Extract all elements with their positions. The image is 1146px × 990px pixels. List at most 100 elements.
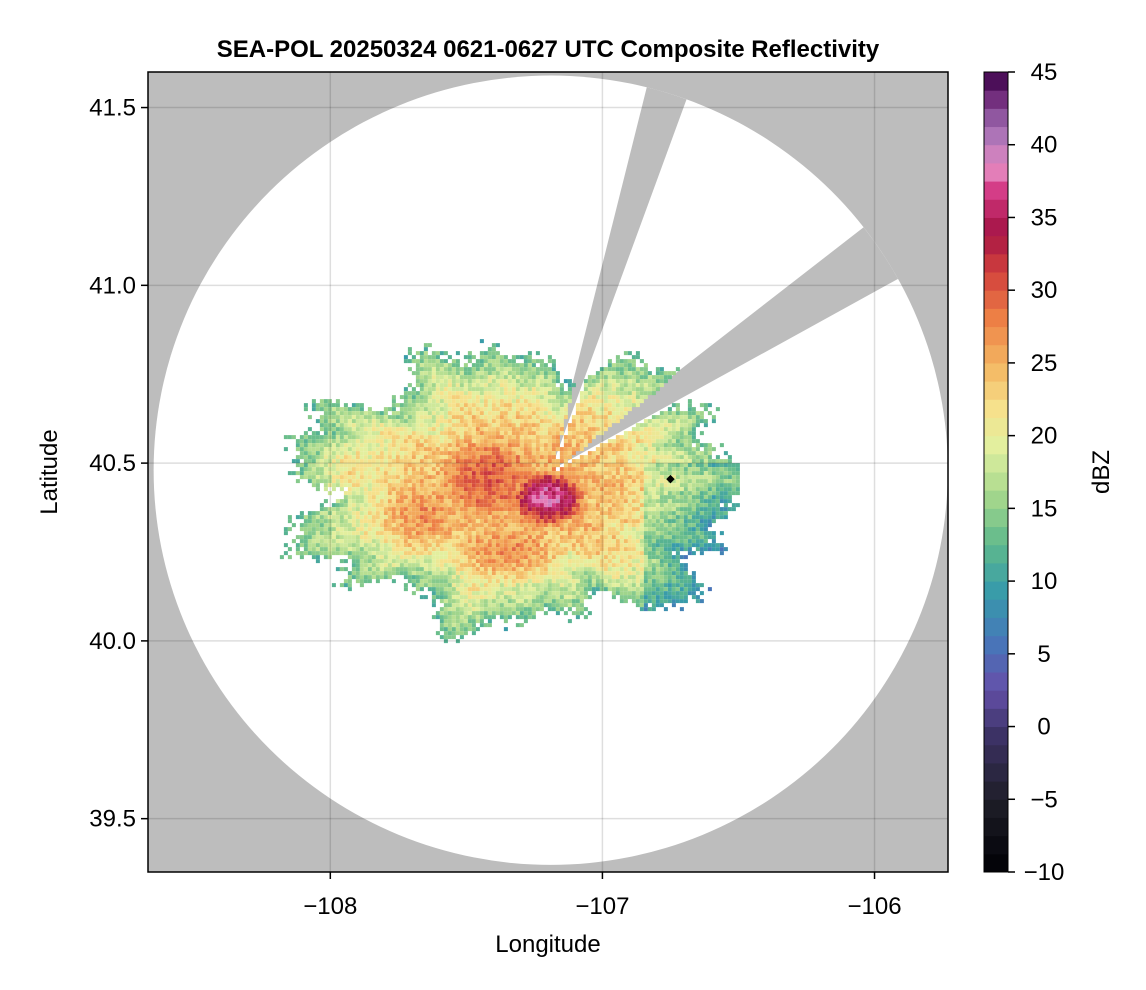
- reflectivity-cell: [555, 423, 560, 428]
- reflectivity-cell: [555, 539, 560, 544]
- reflectivity-cell: [367, 571, 372, 576]
- reflectivity-cell: [487, 519, 492, 524]
- reflectivity-cell: [359, 571, 364, 576]
- reflectivity-cell: [403, 411, 408, 416]
- reflectivity-cell: [679, 431, 684, 436]
- reflectivity-cell: [539, 391, 544, 396]
- reflectivity-cell: [303, 443, 308, 448]
- reflectivity-cell: [527, 483, 532, 488]
- reflectivity-cell: [499, 535, 504, 540]
- reflectivity-cell: [531, 491, 536, 496]
- reflectivity-cell: [619, 507, 624, 512]
- reflectivity-cell: [363, 515, 368, 520]
- reflectivity-cell: [303, 403, 308, 408]
- reflectivity-cell: [371, 411, 376, 416]
- reflectivity-cell: [591, 499, 596, 504]
- reflectivity-cell: [399, 531, 404, 536]
- reflectivity-cell: [563, 467, 568, 472]
- reflectivity-cell: [455, 467, 460, 472]
- reflectivity-cell: [631, 367, 636, 372]
- reflectivity-cell: [459, 531, 464, 536]
- reflectivity-cell: [567, 507, 572, 512]
- reflectivity-cell: [467, 439, 472, 444]
- reflectivity-cell: [343, 411, 348, 416]
- reflectivity-cell: [399, 487, 404, 492]
- reflectivity-cell: [407, 563, 412, 568]
- reflectivity-cell: [483, 535, 488, 540]
- reflectivity-cell: [719, 547, 724, 552]
- reflectivity-cell: [335, 515, 340, 520]
- reflectivity-cell: [603, 535, 608, 540]
- reflectivity-cell: [327, 427, 332, 432]
- reflectivity-cell: [647, 507, 652, 512]
- reflectivity-cell: [475, 455, 480, 460]
- reflectivity-cell: [515, 355, 520, 360]
- reflectivity-cell: [383, 535, 388, 540]
- reflectivity-cell: [511, 519, 516, 524]
- reflectivity-cell: [475, 471, 480, 476]
- reflectivity-cell: [623, 483, 628, 488]
- reflectivity-cell: [563, 443, 568, 448]
- reflectivity-cell: [359, 411, 364, 416]
- reflectivity-cell: [383, 447, 388, 452]
- reflectivity-cell: [663, 523, 668, 528]
- reflectivity-cell: [343, 459, 348, 464]
- reflectivity-cell: [471, 443, 476, 448]
- reflectivity-cell: [591, 535, 596, 540]
- reflectivity-cell: [631, 355, 636, 360]
- reflectivity-cell: [439, 459, 444, 464]
- reflectivity-cell: [415, 367, 420, 372]
- reflectivity-cell: [511, 391, 516, 396]
- reflectivity-cell: [427, 451, 432, 456]
- reflectivity-cell: [527, 439, 532, 444]
- reflectivity-cell: [703, 419, 708, 424]
- reflectivity-cell: [527, 487, 532, 492]
- reflectivity-cell: [383, 467, 388, 472]
- reflectivity-cell: [591, 507, 596, 512]
- reflectivity-cell: [467, 531, 472, 536]
- reflectivity-cell: [423, 347, 428, 352]
- reflectivity-cell: [615, 447, 620, 452]
- reflectivity-cell: [687, 471, 692, 476]
- reflectivity-cell: [447, 363, 452, 368]
- reflectivity-cell: [595, 499, 600, 504]
- reflectivity-cell: [523, 431, 528, 436]
- reflectivity-cell: [371, 463, 376, 468]
- reflectivity-cell: [407, 419, 412, 424]
- reflectivity-cell: [459, 399, 464, 404]
- reflectivity-cell: [451, 475, 456, 480]
- reflectivity-cell: [523, 395, 528, 400]
- reflectivity-cell: [519, 399, 524, 404]
- reflectivity-cell: [627, 539, 632, 544]
- reflectivity-cell: [531, 391, 536, 396]
- reflectivity-cell: [499, 511, 504, 516]
- reflectivity-cell: [327, 483, 332, 488]
- reflectivity-cell: [667, 531, 672, 536]
- reflectivity-cell: [435, 567, 440, 572]
- reflectivity-cell: [523, 539, 528, 544]
- reflectivity-cell: [523, 495, 528, 500]
- reflectivity-cell: [647, 439, 652, 444]
- reflectivity-cell: [611, 459, 616, 464]
- reflectivity-cell: [583, 523, 588, 528]
- reflectivity-cell: [559, 575, 564, 580]
- reflectivity-cell: [711, 491, 716, 496]
- reflectivity-cell: [727, 455, 732, 460]
- reflectivity-cell: [435, 391, 440, 396]
- reflectivity-cell: [287, 435, 292, 440]
- reflectivity-cell: [715, 459, 720, 464]
- reflectivity-cell: [559, 415, 564, 420]
- reflectivity-cell: [687, 491, 692, 496]
- reflectivity-cell: [443, 543, 448, 548]
- reflectivity-cell: [703, 495, 708, 500]
- reflectivity-cell: [643, 459, 648, 464]
- reflectivity-cell: [395, 547, 400, 552]
- reflectivity-cell: [495, 467, 500, 472]
- reflectivity-cell: [495, 423, 500, 428]
- reflectivity-cell: [679, 415, 684, 420]
- reflectivity-cell: [283, 551, 288, 556]
- reflectivity-cell: [523, 479, 528, 484]
- reflectivity-cell: [607, 451, 612, 456]
- reflectivity-cell: [631, 431, 636, 436]
- reflectivity-cell: [415, 471, 420, 476]
